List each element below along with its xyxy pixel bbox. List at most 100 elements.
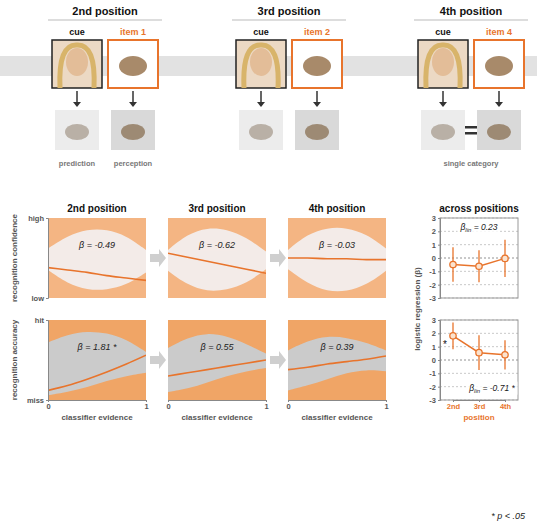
panel-title: 2nd position: [67, 203, 126, 214]
label-patch: [316, 239, 357, 251]
plot-background: [288, 218, 386, 298]
arrow-head: [439, 102, 447, 107]
axis-line: [49, 401, 147, 403]
arrow-shaft: [498, 91, 500, 103]
plot-marks: [48, 320, 146, 400]
label-patch: [318, 341, 356, 353]
tick: 3: [432, 214, 440, 223]
point: [476, 349, 482, 355]
tick: -1: [429, 267, 440, 276]
equals-bar: [465, 132, 477, 135]
hit-distribution: [168, 320, 266, 354]
tick: hit: [35, 316, 48, 325]
tick-label: -3: [429, 396, 436, 405]
schematic: 2nd positioncueitem 1predictionperceptio…: [0, 5, 537, 168]
plot-frame: [440, 320, 518, 400]
tick-mark: [438, 298, 440, 299]
output-image: [421, 110, 465, 150]
tick-label: 0: [46, 402, 50, 411]
beta-label: β = 0.39: [320, 342, 354, 352]
tick-label: -3: [429, 294, 436, 303]
item-label: item 1: [120, 27, 146, 37]
arrow-head: [73, 102, 81, 107]
tick: 0: [432, 356, 440, 365]
tick-mark: [438, 231, 440, 232]
tick-mark: [438, 360, 440, 361]
output-image: [239, 110, 283, 150]
tick: 1: [384, 400, 388, 411]
arrow-shaft: [442, 91, 444, 103]
plot-background: [288, 320, 386, 400]
tick-label: 3: [432, 214, 436, 223]
tick: 1: [432, 241, 440, 250]
item-image: [474, 40, 524, 88]
panel: 01classifier evidenceβ = 0.55: [166, 320, 286, 422]
output-image: [477, 110, 521, 150]
tick: 3: [432, 316, 440, 325]
plot-frame: [440, 218, 518, 298]
panel: 3rd positionβ = -0.62: [168, 203, 286, 298]
flow-arrow: [150, 351, 166, 369]
fit-line: [288, 258, 386, 260]
miss-distribution: [168, 269, 266, 298]
plot-background: [48, 218, 146, 298]
label-patch: [198, 341, 237, 353]
arrow-shaft: [316, 91, 318, 103]
tick-label: 4th: [500, 402, 512, 411]
axis-title: recognition accuracy: [10, 319, 19, 400]
title-rule: [48, 20, 162, 21]
beta-label: β = -0.62: [198, 240, 235, 250]
axis-line: [169, 401, 267, 403]
group-title: 4th position: [440, 5, 503, 17]
item-image: [292, 40, 342, 88]
tick-mark: [438, 285, 440, 286]
arrow-head: [129, 102, 137, 107]
tick-label: high: [28, 214, 44, 223]
tick-label: 2: [432, 329, 436, 338]
tick-label: 1: [384, 402, 388, 411]
panel: 2nd positionrecognition confidencelowhig…: [10, 203, 166, 303]
output-image: [111, 110, 155, 150]
panel: recognition accuracymisshit01classifier …: [10, 316, 166, 422]
tick-label: -1: [429, 267, 436, 276]
arrow-shaft: [260, 91, 262, 103]
fit-line: [168, 253, 266, 273]
panel: 01classifier evidenceβ = 0.39: [286, 320, 388, 422]
tick-label: 1: [144, 402, 148, 411]
tick-label: 0: [432, 356, 436, 365]
panel-title: across positions: [439, 203, 519, 214]
plot-background: [168, 320, 266, 400]
label-patch: [466, 382, 517, 395]
panel-title: 4th position: [309, 203, 366, 214]
axis-line: [46, 321, 49, 401]
output-label: single category: [443, 159, 499, 168]
output-image: [55, 110, 99, 150]
output-shape: [65, 124, 89, 140]
tick-mark: [46, 298, 48, 299]
hit-distribution: [48, 218, 146, 250]
hair-shape: [60, 45, 94, 88]
point: [450, 333, 456, 339]
tick-mark: [438, 333, 440, 334]
axis-line: [289, 401, 387, 403]
arrow-head: [495, 102, 503, 107]
tick-label: 3: [432, 316, 436, 325]
fit-line: [48, 355, 146, 390]
output-shape: [487, 124, 511, 140]
animal-shape: [485, 56, 513, 76]
plot-marks: [48, 218, 146, 298]
tick-label: 0: [166, 402, 170, 411]
point: [476, 263, 482, 269]
fit-line: [288, 356, 386, 370]
cue-label: cue: [435, 27, 451, 37]
tick-label: -2: [429, 383, 436, 392]
arrow-head: [313, 102, 321, 107]
axis: 01: [286, 400, 388, 411]
hair-shape: [244, 45, 278, 88]
tick-mark: [438, 387, 440, 388]
title-rule: [414, 20, 528, 21]
figure: 2nd positioncueitem 1predictionperceptio…: [0, 0, 537, 529]
tick: 0: [432, 254, 440, 263]
tick-mark: [46, 400, 48, 401]
grid-line: [440, 284, 518, 285]
